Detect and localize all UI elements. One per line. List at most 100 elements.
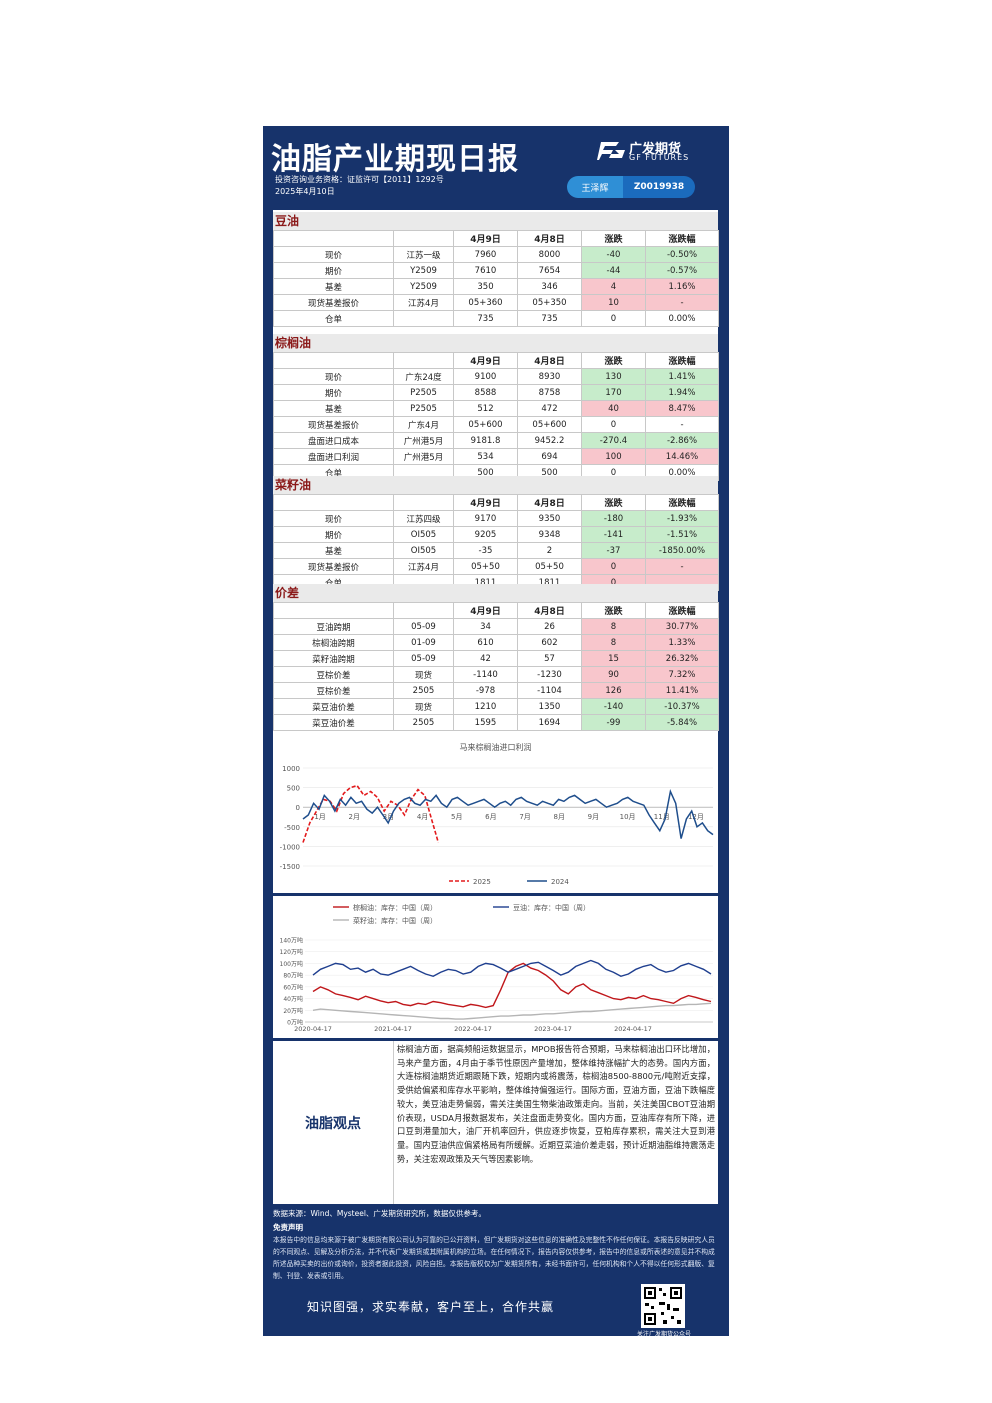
table-cell: 10 xyxy=(581,294,646,311)
table-cell: 40 xyxy=(581,400,646,417)
chart2-x-tick: 2024-04-17 xyxy=(614,1025,652,1033)
chart1-y-tick: 1000 xyxy=(282,765,300,773)
table-cell: 现货 xyxy=(393,698,454,715)
table-cell: 现货基差报价 xyxy=(273,416,394,433)
table-cell xyxy=(393,310,454,327)
column-header: 4月9日 xyxy=(453,352,518,369)
report-date: 2025年4月10日 xyxy=(275,187,335,196)
table-cell: 735 xyxy=(453,310,518,327)
table-cell: 694 xyxy=(517,448,582,465)
table-cell: 4 xyxy=(581,278,646,295)
chart1-x-tick: 8月 xyxy=(554,813,565,821)
chart2-legend-label: 菜籽油：库存：中国（周） xyxy=(353,916,437,925)
table-cell: 512 xyxy=(453,400,518,417)
column-header: 涨跌幅 xyxy=(645,230,719,247)
chart1-x-tick: 7月 xyxy=(519,813,530,821)
table-cell: 1694 xyxy=(517,714,582,731)
table-row: 基差 OI505 -35 2 -37 -1850.00% xyxy=(273,542,719,559)
chart1-y-tick: 500 xyxy=(287,785,300,793)
table-cell: -140 xyxy=(581,698,646,715)
column-header: 4月8日 xyxy=(517,352,582,369)
chart1-x-tick: 2月 xyxy=(349,813,360,821)
table-cell: 100 xyxy=(581,448,646,465)
analyst-id: Z0019938 xyxy=(623,176,695,198)
table-cell: 602 xyxy=(517,634,582,651)
table-cell: -5.84% xyxy=(645,714,719,731)
chart2-legend-label: 棕榈油：库存：中国（周） xyxy=(353,903,437,912)
table-cell: 90 xyxy=(581,666,646,683)
table-cell: -0.57% xyxy=(645,262,719,279)
chart1-x-tick: 3月 xyxy=(383,813,394,821)
chart1-y-tick: -1000 xyxy=(280,843,300,851)
column-header xyxy=(393,602,454,619)
chart2-x-tick: 2021-04-17 xyxy=(374,1025,412,1033)
chart2-y-tick: 0万吨 xyxy=(287,1019,303,1027)
table-header-row: 4月9日 4月8日 涨跌 涨跌幅 xyxy=(273,602,719,619)
table-cell: OI505 xyxy=(393,542,454,559)
chart2-y-tick: 100万吨 xyxy=(280,960,303,968)
table-cell: 2505 xyxy=(393,682,454,699)
chart1-x-tick: 6月 xyxy=(485,813,496,821)
table-header-row: 4月9日 4月8日 涨跌 涨跌幅 xyxy=(273,494,719,511)
table-row: 现货基差报价 广东4月 05+600 05+600 0- xyxy=(273,416,719,433)
chart2-y-tick: 80万吨 xyxy=(283,972,303,980)
table-cell: 菜豆油价差 xyxy=(273,714,394,731)
table-cell: 9350 xyxy=(517,510,582,527)
table-cell: 现货基差报价 xyxy=(273,558,394,575)
table-cell: 1595 xyxy=(453,714,518,731)
table-cell: 57 xyxy=(517,650,582,667)
table-row: 豆油跨期 05-09 34 26 8 30.77% xyxy=(273,618,719,635)
analyst-badge: 王泽辉 Z0019938 xyxy=(567,176,695,198)
table-cell: 现货基差报价 xyxy=(273,294,394,311)
chart1-title: 马来棕榈油进口利润 xyxy=(459,743,532,752)
spread-section: 价差 4月9日 4月8日 涨跌 涨跌幅 豆油跨期 05-09 34 26 8 30.77% 棕榈油跨期… xyxy=(273,584,719,731)
table-cell: 130 xyxy=(581,368,646,385)
table-cell: 9205 xyxy=(453,526,518,543)
table-cell: -37 xyxy=(581,542,646,559)
table-cell: 豆棕价差 xyxy=(273,666,394,683)
qr-code-icon[interactable] xyxy=(641,1284,685,1328)
chart1-x-tick: 9月 xyxy=(588,813,599,821)
soy-section-title: 豆油 xyxy=(273,212,718,230)
table-cell: 7.32% xyxy=(645,666,719,683)
logo-cn-text: 广发期货 xyxy=(629,142,682,157)
table-cell: 期价 xyxy=(273,384,394,401)
table-cell: 豆油跨期 xyxy=(273,618,394,635)
table-row: 现价 江苏四级 9170 9350 -180 -1.93% xyxy=(273,510,719,527)
column-header: 涨跌 xyxy=(581,352,646,369)
table-cell: 8758 xyxy=(517,384,582,401)
soy-table: 4月9日 4月8日 涨跌 涨跌幅 现价 江苏一级 7960 8000 -40 -0.50% 期价 Y2… xyxy=(273,230,719,327)
table-cell: 126 xyxy=(581,682,646,699)
table-cell: -10.37% xyxy=(645,698,719,715)
column-header xyxy=(273,494,394,511)
oil-view-panel: 油脂观点 棕榈油方面，据高频船运数据显示，MPOB报告符合预期，马来棕榈油出口环… xyxy=(273,1041,718,1204)
table-cell: 346 xyxy=(517,278,582,295)
table-cell: 9181.8 xyxy=(453,432,518,449)
disclaimer-text: 本报告中的信息均来源于被广发期货有限公司认为可靠的已公开资料，但广发期货对这些信… xyxy=(273,1236,715,1280)
column-header: 4月8日 xyxy=(517,230,582,247)
table-cell: 9348 xyxy=(517,526,582,543)
table-row: 现货基差报价 江苏4月 05+50 05+50 0- xyxy=(273,558,719,575)
table-cell: 基差 xyxy=(273,542,394,559)
table-cell: 0 xyxy=(581,558,646,575)
chart2-y-tick: 120万吨 xyxy=(280,948,303,956)
table-cell: 05-09 xyxy=(393,650,454,667)
table-cell: 江苏一级 xyxy=(393,246,454,263)
table-cell: 1350 xyxy=(517,698,582,715)
data-source: 数据来源：Wind、Mysteel、广发期货研究所，数据仅供参考。 xyxy=(273,1209,486,1218)
table-row: 菜豆油价差 2505 1595 1694 -99 -5.84% xyxy=(273,714,719,731)
gf-logo-icon xyxy=(597,142,625,160)
table-cell: 7610 xyxy=(453,262,518,279)
table-row: 现价 江苏一级 7960 8000 -40 -0.50% xyxy=(273,246,719,263)
chart1-y-tick: -500 xyxy=(284,824,300,832)
palm-oil-section: 棕榈油 4月9日 4月8日 涨跌 涨跌幅 现价 广东24度 9100 8930 130 1.41% 期… xyxy=(273,334,719,481)
table-cell: -270.4 xyxy=(581,432,646,449)
table-cell: 7654 xyxy=(517,262,582,279)
table-row: 豆棕价差 2505 -978 -1104 126 11.41% xyxy=(273,682,719,699)
chart2-series-line xyxy=(312,1002,712,1020)
column-header: 4月8日 xyxy=(517,602,582,619)
soy-oil-section: 豆油 4月9日 4月8日 涨跌 涨跌幅 现价 江苏一级 7960 8000 -40 -0.50% 期价… xyxy=(273,212,719,327)
table-cell: 仓单 xyxy=(273,310,394,327)
chart2-series-line xyxy=(312,959,712,978)
table-cell: 05+50 xyxy=(517,558,582,575)
